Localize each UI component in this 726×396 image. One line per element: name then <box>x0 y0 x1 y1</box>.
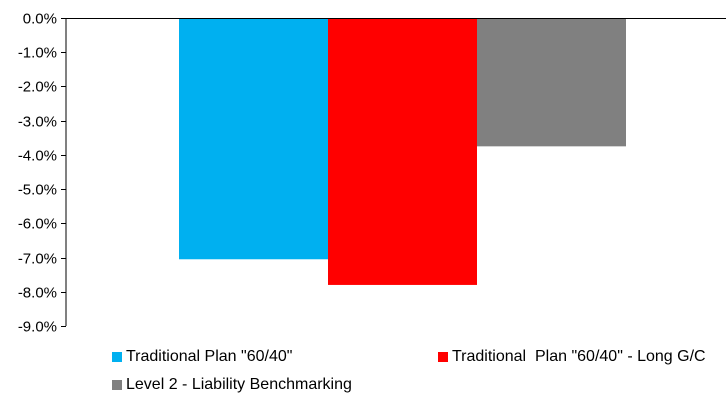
legend-swatch-traditional-plan <box>112 352 122 362</box>
y-tick-label: -2.0% <box>18 79 57 96</box>
y-tick-label: -1.0% <box>18 45 57 62</box>
legend-swatch-traditional-plan-long-gc <box>438 352 448 362</box>
bars <box>179 19 626 285</box>
bar-level-2-liability-benchmarking <box>477 19 626 147</box>
legend-label-traditional-plan: Traditional Plan "60/40" <box>126 348 293 365</box>
legend-label-level-2-liability-benchmarking: Level 2 - Liability Benchmarking <box>126 376 352 393</box>
legend-swatch-level-2-liability-benchmarking <box>112 380 122 390</box>
legend-item-traditional-plan-long-gc: Traditional Plan "60/40" - Long G/C <box>438 348 706 366</box>
legend-label-traditional-plan-long-gc: Traditional Plan "60/40" - Long G/C <box>452 348 706 365</box>
y-tick-label: -8.0% <box>18 285 57 302</box>
y-tick-label: -7.0% <box>18 251 57 268</box>
y-axis: 0.0% -1.0% -2.0% -3.0% -4.0% -5.0% -6.0% -7.0% -… <box>18 11 726 336</box>
legend-item-level-2-liability-benchmarking: Level 2 - Liability Benchmarking <box>112 376 352 394</box>
legend-item-traditional-plan: Traditional Plan "60/40" <box>112 348 292 366</box>
y-tick-label: -3.0% <box>18 114 57 131</box>
y-tick-label: -4.0% <box>18 148 57 165</box>
legend: Traditional Plan "60/40" Traditional Pla… <box>112 344 726 396</box>
y-tick-label: -9.0% <box>18 319 57 336</box>
y-tick-label: -6.0% <box>18 216 57 233</box>
y-tick-label: 0.0% <box>23 11 57 28</box>
bar-traditional-plan-60-40-long-g-c <box>328 19 477 285</box>
y-tick-label: -5.0% <box>18 182 57 199</box>
bar-traditional-plan-60-40 <box>179 19 328 260</box>
